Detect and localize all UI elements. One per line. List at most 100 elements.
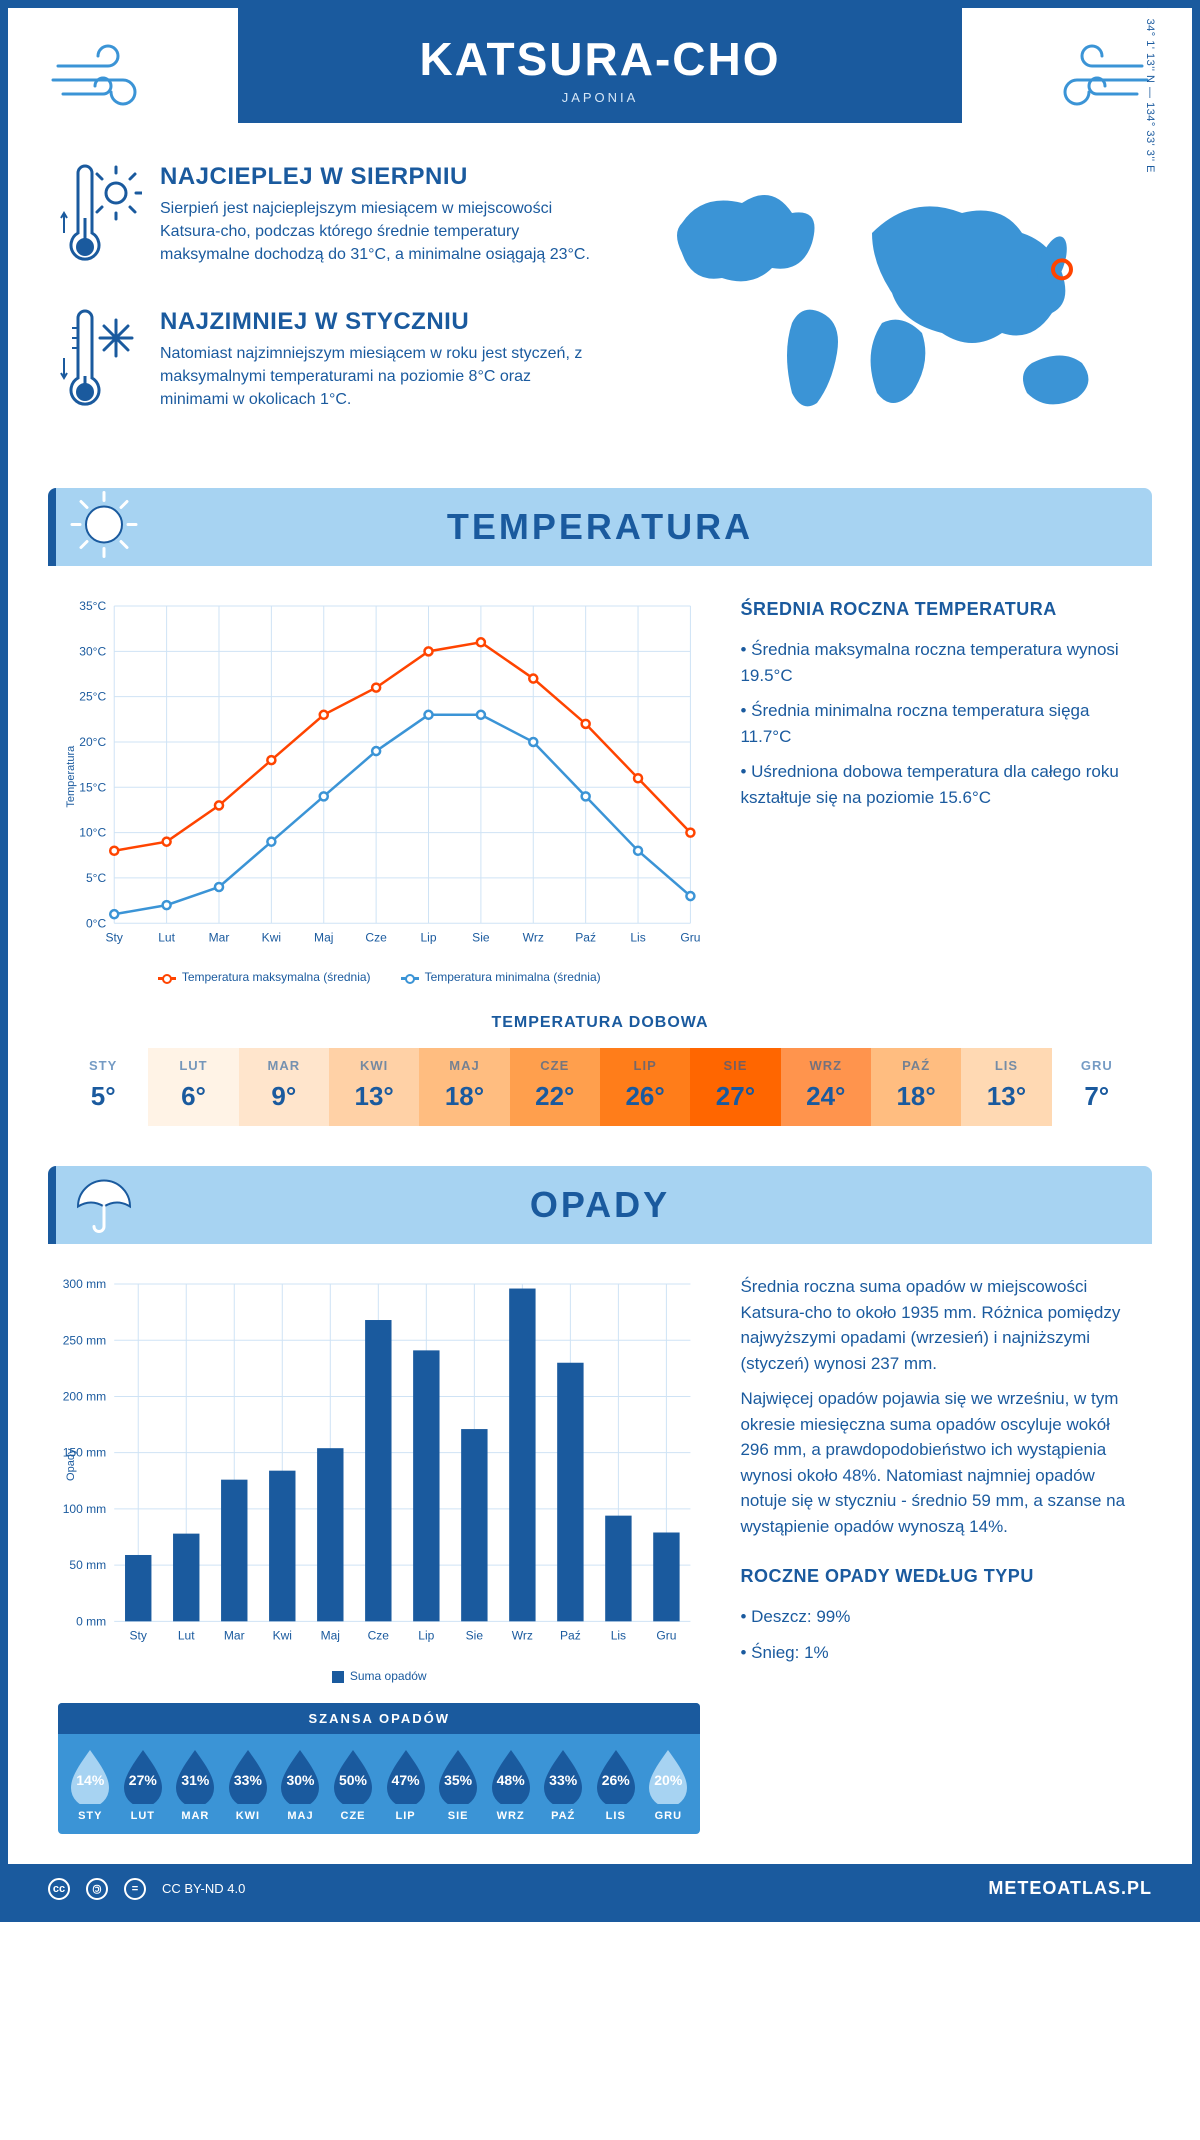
temperature-section-header: TEMPERATURA (48, 488, 1152, 566)
daily-temp-value: 5° (58, 1073, 148, 1112)
svg-text:Lis: Lis (630, 930, 645, 944)
svg-text:0 mm: 0 mm (76, 1615, 106, 1629)
daily-temp-cell: WRZ24° (781, 1048, 871, 1126)
coldest-title: NAJZIMNIEJ W STYCZNIU (160, 308, 602, 336)
daily-temp-month: GRU (1052, 1058, 1142, 1073)
raindrop-icon: 33% (225, 1748, 271, 1804)
svg-text:35°C: 35°C (79, 599, 106, 613)
precip-type-point: Śnieg: 1% (740, 1640, 1142, 1666)
rain-chance-month: GRU (642, 1810, 695, 1822)
precipitation-body: 0 mm50 mm100 mm150 mm200 mm250 mm300 mmS… (8, 1244, 1192, 1863)
daily-temp-month: PAŹ (871, 1058, 961, 1073)
precipitation-section-header: OPADY (48, 1166, 1152, 1244)
rain-chance-cell: 20% GRU (642, 1748, 695, 1822)
svg-text:Lis: Lis (611, 1629, 626, 1643)
rain-chance-month: LIS (589, 1810, 642, 1822)
svg-text:Sie: Sie (472, 930, 490, 944)
umbrella-icon (68, 1167, 140, 1244)
daily-temp-month: LIP (600, 1058, 690, 1073)
svg-text:Lip: Lip (420, 930, 436, 944)
svg-text:Kwi: Kwi (262, 930, 281, 944)
svg-text:Gru: Gru (680, 930, 700, 944)
rain-chance-month: WRZ (484, 1810, 537, 1822)
rain-chance-value: 48% (497, 1764, 525, 1788)
svg-text:Sty: Sty (106, 930, 123, 944)
precipitation-legend: Suma opadów (58, 1669, 700, 1683)
rain-chance-month: KWI (222, 1810, 275, 1822)
thermometer-cold-icon (58, 308, 142, 423)
daily-temp-value: 27° (690, 1073, 780, 1112)
daily-temp-month: STY (58, 1058, 148, 1073)
license-label: CC BY-ND 4.0 (162, 1881, 245, 1896)
daily-temp-value: 6° (148, 1073, 238, 1112)
svg-text:250 mm: 250 mm (63, 1334, 106, 1348)
legend-min: Temperatura minimalna (średnia) (401, 970, 601, 984)
daily-temp-month: WRZ (781, 1058, 871, 1073)
svg-text:25°C: 25°C (79, 690, 106, 704)
raindrop-icon: 20% (645, 1748, 691, 1804)
svg-text:Cze: Cze (368, 1629, 390, 1643)
footer: cc 🄯 = CC BY-ND 4.0 METEOATLAS.PL (8, 1864, 1192, 1914)
rain-chance-cell: 33% KWI (222, 1748, 275, 1822)
daily-temperature: TEMPERATURA DOBOWA STY5°LUT6°MAR9°KWI13°… (8, 1014, 1192, 1156)
rain-chance-month: LUT (117, 1810, 170, 1822)
rain-chance-cell: 33%PAŹ (537, 1748, 590, 1822)
svg-text:100 mm: 100 mm (63, 1502, 106, 1516)
by-icon: 🄯 (86, 1878, 108, 1900)
svg-text:Lip: Lip (418, 1629, 434, 1643)
legend-rain: Suma opadów (332, 1669, 427, 1683)
rain-chance-cell: 14%STY (64, 1748, 117, 1822)
temperature-body: 0°C5°C10°C15°C20°C25°C30°C35°CStyLutMarK… (8, 566, 1192, 1014)
raindrop-icon: 48% (488, 1748, 534, 1804)
svg-text:300 mm: 300 mm (63, 1277, 106, 1291)
raindrop-icon: 30% (277, 1748, 323, 1804)
brand-label: METEOATLAS.PL (988, 1878, 1152, 1899)
raindrop-icon: 33% (540, 1748, 586, 1804)
svg-text:20°C: 20°C (79, 735, 106, 749)
rain-chance-month: LIP (379, 1810, 432, 1822)
temp-summary-point: Uśredniona dobowa temperatura dla całego… (740, 759, 1142, 810)
precip-type-point: Deszcz: 99% (740, 1604, 1142, 1630)
svg-text:Mar: Mar (224, 1629, 245, 1643)
daily-temp-strip: STY5°LUT6°MAR9°KWI13°MAJ18°CZE22°LIP26°S… (58, 1048, 1142, 1126)
coldest-block: NAJZIMNIEJ W STYCZNIU Natomiast najzimni… (58, 308, 602, 423)
precipitation-summary: Średnia roczna suma opadów w miejscowośc… (740, 1274, 1142, 1833)
rain-chance-month: CZE (327, 1810, 380, 1822)
temperature-chart: 0°C5°C10°C15°C20°C25°C30°C35°CStyLutMarK… (58, 596, 700, 984)
world-map-icon (642, 163, 1142, 443)
rain-chance-cell: 35%SIE (432, 1748, 485, 1822)
svg-text:30°C: 30°C (79, 644, 106, 658)
rain-chance-value: 33% (549, 1764, 577, 1788)
intro-text-col: NAJCIEPLEJ W SIERPNIU Sierpień jest najc… (58, 163, 602, 448)
raindrop-icon: 26% (593, 1748, 639, 1804)
daily-temp-value: 24° (781, 1073, 871, 1112)
rain-chance-value: 31% (181, 1764, 209, 1788)
svg-text:Lut: Lut (158, 930, 175, 944)
precipitation-chart: 0 mm50 mm100 mm150 mm200 mm250 mm300 mmS… (58, 1274, 700, 1833)
daily-temp-cell: LIS13° (961, 1048, 1051, 1126)
svg-text:Temperatura: Temperatura (65, 745, 77, 808)
rain-chance-value: 30% (286, 1764, 314, 1788)
rain-chance-value: 20% (654, 1764, 682, 1788)
region-name: TOKUSHIMA (1144, 0, 1156, 9)
svg-text:0°C: 0°C (86, 916, 107, 930)
temperature-summary: ŚREDNIA ROCZNA TEMPERATURA Średnia maksy… (740, 596, 1142, 984)
svg-text:Kwi: Kwi (273, 1629, 292, 1643)
daily-temp-cell: MAJ18° (419, 1048, 509, 1126)
raindrop-icon: 47% (383, 1748, 429, 1804)
svg-text:10°C: 10°C (79, 826, 106, 840)
daily-temp-value: 13° (329, 1073, 419, 1112)
header: KATSURA-CHO JAPONIA (8, 8, 1192, 123)
svg-text:Wrz: Wrz (512, 1629, 533, 1643)
svg-text:Maj: Maj (321, 1629, 340, 1643)
temp-summary-point: Średnia maksymalna roczna temperatura wy… (740, 637, 1142, 688)
temperature-title: TEMPERATURA (48, 506, 1152, 548)
rain-chance-value: 33% (234, 1764, 262, 1788)
rain-chance-value: 26% (602, 1764, 630, 1788)
rain-chance-cell: 30%MAJ (274, 1748, 327, 1822)
rain-chance-cell: 48% WRZ (484, 1748, 537, 1822)
precip-summary-p1: Średnia roczna suma opadów w miejscowośc… (740, 1274, 1142, 1376)
svg-text:Maj: Maj (314, 930, 333, 944)
daily-temp-value: 7° (1052, 1073, 1142, 1112)
warmest-title: NAJCIEPLEJ W SIERPNIU (160, 163, 602, 191)
